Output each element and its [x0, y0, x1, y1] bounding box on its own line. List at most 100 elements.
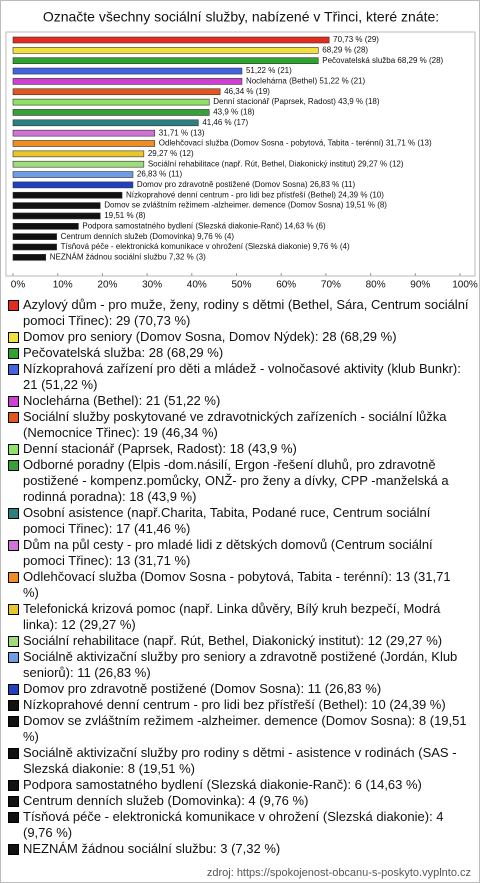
bar	[12, 243, 57, 251]
x-tick-label: 0%	[11, 280, 26, 291]
value-label: Podpora samostatného bydlení (Slezská di…	[82, 221, 326, 230]
legend-swatch	[8, 636, 19, 647]
legend-item: Odlehčovací služba (Domov Sosna - pobyto…	[8, 569, 470, 601]
bar	[12, 67, 243, 75]
value-label: 29,27 % (12)	[148, 149, 194, 158]
bar	[12, 202, 101, 209]
legend-label: Denní stacionář (Paprsek, Radost): 18 (4…	[23, 441, 297, 456]
bar	[12, 171, 134, 178]
legend-item: Sociálně aktivizační služby pro rodiny s…	[8, 745, 470, 777]
value-label: 43,9 % (18)	[213, 108, 255, 117]
bar	[12, 98, 210, 106]
bar	[12, 129, 156, 137]
legend-swatch	[8, 780, 19, 791]
value-label: 51,22 % (21)	[246, 66, 292, 75]
legend-label: Nízkoprahová zařízení pro děti a mládež …	[23, 361, 461, 392]
legend-item: Noclehárna (Bethel): 21 (51,22 %)	[8, 393, 470, 409]
legend-label: Centrum denních služeb (Domovinka): 4 (9…	[23, 793, 309, 808]
legend-item: Dům na půl cesty - pro mladé lidi z děts…	[8, 537, 470, 569]
x-tick-label: 50%	[231, 280, 251, 291]
legend-label: Pečovatelská služba: 28 (68,29 %)	[23, 345, 224, 360]
value-label: Denní stacionář (Paprsek, Radost) 43,9 %…	[213, 97, 380, 106]
bar	[12, 119, 199, 127]
legend-item: Centrum denních služeb (Domovinka): 4 (9…	[8, 793, 470, 809]
bar	[12, 223, 79, 230]
legend-swatch	[8, 796, 19, 807]
source: zdroj: https://spokojenost-obcanu-s-posk…	[206, 867, 471, 879]
legend-label: Sociální služby poskytované ve zdravotni…	[23, 409, 447, 440]
legend-swatch	[8, 396, 19, 407]
bar	[12, 191, 123, 199]
value-label: Noclehárna (Bethel) 51,22 % (21)	[246, 77, 366, 86]
bar	[12, 88, 221, 96]
legend-swatch	[8, 444, 19, 455]
value-label: Centrum denních služeb (Domovinka) 9,76 …	[61, 232, 235, 241]
x-tick-label: 100%	[452, 280, 478, 291]
value-label: 31,71 % (13)	[159, 128, 205, 137]
bar	[12, 47, 319, 54]
bar	[12, 254, 47, 261]
legend-label: NEZNÁM žádnou sociální službu: 3 (7,32 %…	[23, 841, 281, 856]
bar	[12, 36, 330, 44]
value-label: Domov pro zdravotně postižené (Domov Sos…	[137, 180, 356, 189]
value-label: Pečovatelská služba 68,29 % (28)	[322, 56, 443, 65]
value-label: 68,29 % (28)	[322, 45, 368, 54]
legend-label: Telefonická krizová pomoc (např. Linka d…	[23, 601, 441, 632]
legend-swatch	[8, 348, 19, 359]
chart-title: Označte všechny sociální služby, nabízen…	[43, 9, 439, 25]
x-tick-label: 30%	[142, 280, 162, 291]
x-tick-label: 10%	[53, 280, 73, 291]
legend-item: Domov se zvláštním režimem -alzheimer. d…	[8, 713, 470, 745]
legend-label: Odborné poradny (Elpis -dom.násilí, Ergo…	[23, 457, 449, 504]
legend-swatch	[8, 684, 19, 695]
legend-swatch	[8, 844, 19, 855]
legend-swatch	[8, 508, 19, 519]
legend-swatch	[8, 332, 19, 343]
legend-swatch	[8, 748, 19, 759]
bar	[12, 140, 156, 147]
legend-item: Tísňová péče - elektronická komunikace v…	[8, 809, 470, 841]
legend-swatch	[8, 540, 19, 551]
legend-item: Odborné poradny (Elpis -dom.násilí, Ergo…	[8, 457, 470, 505]
legend-swatch	[8, 604, 19, 615]
legend-swatch	[8, 700, 19, 711]
value-label: 41,46 % (17)	[202, 118, 248, 127]
legend-label: Dům na půl cesty - pro mladé lidi z děts…	[23, 537, 433, 568]
legend-label: Odlehčovací služba (Domov Sosna - pobyto…	[23, 569, 451, 600]
chart: Označte všechny sociální služby, nabízen…	[5, 9, 478, 291]
value-label: Nízkoprahové denní centrum - pro lidi be…	[126, 190, 384, 199]
legend-label: Podpora samostatného bydlení (Slezská di…	[23, 777, 422, 792]
value-label: 19,51 % (8)	[104, 211, 146, 220]
legend-swatch	[8, 300, 19, 311]
legend-label: Domov pro seniory (Domov Sosna, Domov Ný…	[23, 329, 397, 344]
x-tick-label: 40%	[187, 280, 207, 291]
legend: Azylový dům - pro muže, ženy, rodiny s d…	[8, 297, 470, 857]
legend-item: Telefonická krizová pomoc (např. Linka d…	[8, 601, 470, 633]
legend-swatch	[8, 412, 19, 423]
x-tick-label: 60%	[276, 280, 296, 291]
legend-item: Sociálně aktivizační služby pro seniory …	[8, 649, 470, 681]
value-label: Tísňová péče - elektronická komunikace v…	[61, 242, 350, 251]
value-label: NEZNÁM žádnou sociální službu 7,32 % (3)	[50, 252, 206, 261]
legend-label: Domov se zvláštním režimem -alzheimer. d…	[23, 713, 467, 744]
legend-item: Denní stacionář (Paprsek, Radost): 18 (4…	[8, 441, 470, 457]
legend-item: Nízkoprahová zařízení pro děti a mládež …	[8, 361, 470, 393]
legend-item: Domov pro zdravotně postižené (Domov Sos…	[8, 681, 470, 697]
bar	[12, 181, 134, 189]
value-label: Sociální rehabilitace (např. Rút, Bethel…	[148, 159, 404, 168]
x-tick-label: 80%	[366, 280, 386, 291]
value-label: 46,34 % (19)	[224, 87, 270, 96]
bar	[12, 57, 319, 65]
legend-swatch	[8, 572, 19, 583]
value-label: 70,73 % (29)	[333, 35, 379, 44]
bar	[12, 233, 57, 240]
legend-swatch	[8, 652, 19, 663]
value-label: Domov se zvláštním režimem -alzheimer. d…	[104, 201, 387, 210]
legend-item: Azylový dům - pro muže, ženy, rodiny s d…	[8, 297, 470, 329]
legend-swatch	[8, 716, 19, 727]
legend-item: Pečovatelská služba: 28 (68,29 %)	[8, 345, 470, 361]
legend-label: Osobní asistence (např.Charita, Tabita, …	[23, 505, 431, 536]
bar	[12, 78, 243, 85]
legend-item: Podpora samostatného bydlení (Slezská di…	[8, 777, 470, 793]
